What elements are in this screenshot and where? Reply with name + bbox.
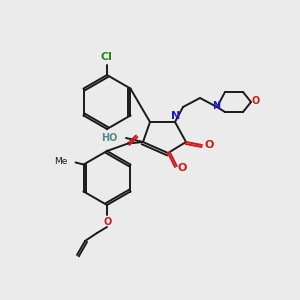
Text: Cl: Cl	[100, 52, 112, 62]
Text: N: N	[212, 101, 220, 111]
Text: Me: Me	[54, 157, 68, 166]
Text: N: N	[171, 111, 181, 121]
Text: O: O	[204, 140, 214, 150]
Text: O: O	[252, 96, 260, 106]
Text: HO: HO	[102, 133, 118, 143]
Text: O: O	[177, 163, 187, 173]
Text: O: O	[104, 217, 112, 227]
